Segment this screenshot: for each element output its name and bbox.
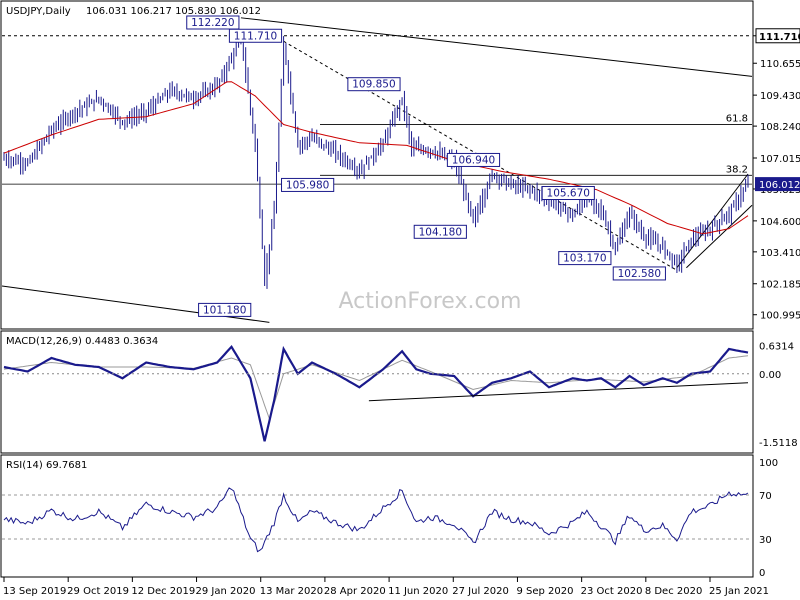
price-tick-label: 104.600 [760,217,800,228]
x-tick-label: 27 Jul 2020 [452,586,509,597]
current-price-label: 106.012 [759,180,800,191]
x-tick-label: 29 Oct 2019 [67,586,129,597]
macd-tick-label: 0.6314 [759,341,794,352]
annotation-label: 109.850 [352,79,395,91]
x-tick-label: 13 Sep 2019 [3,586,66,597]
x-tick-label: 9 Sep 2020 [516,586,573,597]
price-tick-label: 102.185 [760,280,800,291]
macd-panel-border [0,330,754,454]
rsi-tick-label: 30 [759,535,772,546]
fib-label: 61.8 [726,114,748,125]
fib-label: 38.2 [726,164,748,175]
x-tick-label: 12 Dec 2019 [131,586,195,597]
macd-trendline [368,382,749,402]
moving-average-line [3,81,749,234]
annotation-label: 111.710 [234,30,277,42]
x-tick-label: 29 Jan 2020 [196,586,256,597]
macd-tick-label: 0.00 [759,370,781,381]
annotation-label: 106.940 [452,154,495,166]
rsi-levels [2,494,752,540]
rsi-label: RSI(14) 69.7681 [6,460,87,471]
x-axis: 13 Sep 2019 29 Oct 2019 12 Dec 2019 29 Jan … [3,577,769,597]
annotation-box [541,186,595,201]
channel-lower [686,204,753,269]
annotation-label: 101.180 [203,304,246,316]
x-tick-label: 23 Oct 2020 [581,586,643,597]
falling-trendline [283,40,678,271]
annotation-box [413,224,467,239]
upper-trendline [240,17,753,77]
current-price-tag [755,177,800,192]
annotation-box [446,152,501,167]
price-bars [3,34,749,289]
macd-line [3,344,749,442]
annotation-label: 104.180 [419,226,462,238]
fib-lines: 61.8 38.2 [2,35,752,185]
macd-tick-label: -1.5118 [759,438,798,449]
price-tick-label: 110.655 [760,59,800,70]
annotation-label: 103.170 [563,253,606,265]
highlight-tag [755,28,800,44]
price-tick-label: 100.995 [760,311,800,322]
price-axis: 111.710110.655109.430108.240107.015105.8… [753,28,800,322]
price-panel-border [0,0,754,330]
price-tick-label: 103.410 [760,248,800,259]
x-tick-label: 13 Mar 2020 [260,586,323,597]
annotation-box [558,251,612,266]
price-tick-label: 108.240 [760,122,800,133]
annotation-label: 112.220 [191,17,234,29]
annotation-label: 102.580 [618,268,661,280]
x-tick-label: 11 Jun 2020 [388,586,448,597]
x-tick-label: 28 Apr 2020 [324,586,386,597]
rsi-panel: RSI(14) 69.7681 100 70 30 0 [0,454,778,579]
rsi-panel-border [0,454,754,578]
rsi-line [3,487,749,553]
price-tick-label: 109.430 [760,91,800,102]
price-tick-label: 107.015 [760,154,800,165]
annotation-label: 105.980 [286,179,329,191]
rsi-tick-label: 100 [759,458,778,469]
annotation-box [281,177,335,192]
rsi-axis: 100 70 30 0 [759,458,778,579]
annotation-box [228,28,283,43]
price-panel: ActionForex.com 61.838.2 112.220111.7101… [0,0,800,330]
macd-panel: MACD(12,26,9) 0.4483 0.3634 0.6314 0.00 -1… [0,330,798,454]
x-tick-label: 25 Jan 2021 [709,586,769,597]
annotation-label: 105.670 [547,188,590,200]
ohlc-readout: 106.031 106.217 105.830 106.012 [86,6,261,17]
annotation-box [186,15,240,30]
rsi-tick-label: 70 [759,491,772,502]
annotation-box [198,302,252,317]
price-tick-label: 111.710 [759,32,800,43]
x-tick-label: 8 Dec 2020 [645,586,703,597]
annotation-box [347,77,401,92]
annotation-box [612,266,666,281]
rsi-tick-label: 0 [759,568,765,579]
watermark: ActionForex.com [339,289,522,314]
macd-label: MACD(12,26,9) 0.4483 0.3634 [6,336,158,347]
macd-axis: 0.6314 0.00 -1.5118 [2,341,798,449]
symbol-label: USDJPY,Daily [6,6,71,17]
